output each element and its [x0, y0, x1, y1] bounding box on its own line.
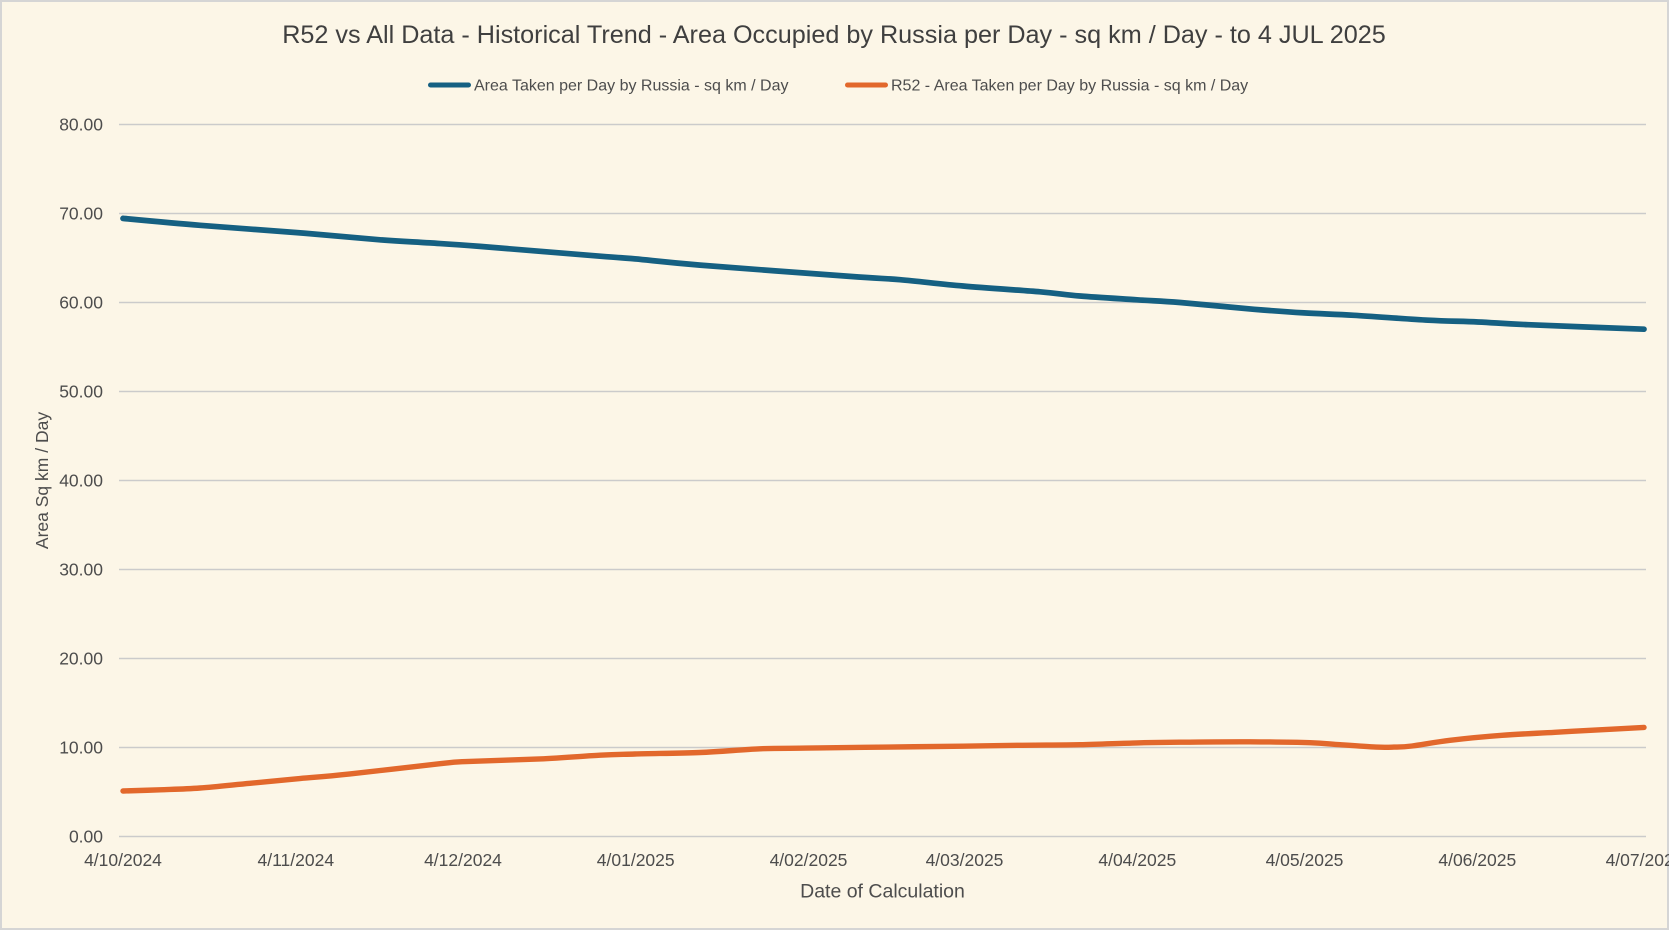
svg-text:50.00: 50.00: [59, 382, 103, 402]
svg-text:4/12/2024: 4/12/2024: [424, 850, 502, 870]
svg-text:4/10/2024: 4/10/2024: [84, 850, 162, 870]
svg-text:Date of Calculation: Date of Calculation: [800, 881, 965, 903]
svg-text:0.00: 0.00: [69, 827, 103, 847]
svg-text:R52 vs All Data - Historical T: R52 vs All Data - Historical Trend - Are…: [282, 21, 1386, 49]
svg-text:70.00: 70.00: [59, 204, 103, 224]
svg-text:60.00: 60.00: [59, 293, 103, 313]
svg-text:4/11/2024: 4/11/2024: [258, 850, 335, 870]
svg-text:R52 - Area Taken per Day by Ru: R52 - Area Taken per Day by Russia - sq …: [891, 78, 1248, 95]
svg-text:4/05/2025: 4/05/2025: [1266, 850, 1344, 870]
svg-text:80.00: 80.00: [59, 115, 103, 135]
svg-text:4/07/2025: 4/07/2025: [1606, 850, 1669, 870]
svg-text:Area Taken per Day by Russia -: Area Taken per Day by Russia - sq km / D…: [474, 78, 789, 95]
svg-text:10.00: 10.00: [59, 738, 103, 758]
svg-text:30.00: 30.00: [59, 560, 103, 580]
svg-text:4/03/2025: 4/03/2025: [926, 850, 1004, 870]
svg-text:40.00: 40.00: [59, 471, 103, 491]
svg-text:4/04/2025: 4/04/2025: [1098, 850, 1176, 870]
svg-text:4/02/2025: 4/02/2025: [770, 850, 848, 870]
svg-text:4/01/2025: 4/01/2025: [597, 850, 675, 870]
svg-text:Area Sq km / Day: Area Sq km / Day: [32, 412, 52, 549]
svg-text:4/06/2025: 4/06/2025: [1438, 850, 1516, 870]
svg-text:20.00: 20.00: [59, 649, 103, 669]
